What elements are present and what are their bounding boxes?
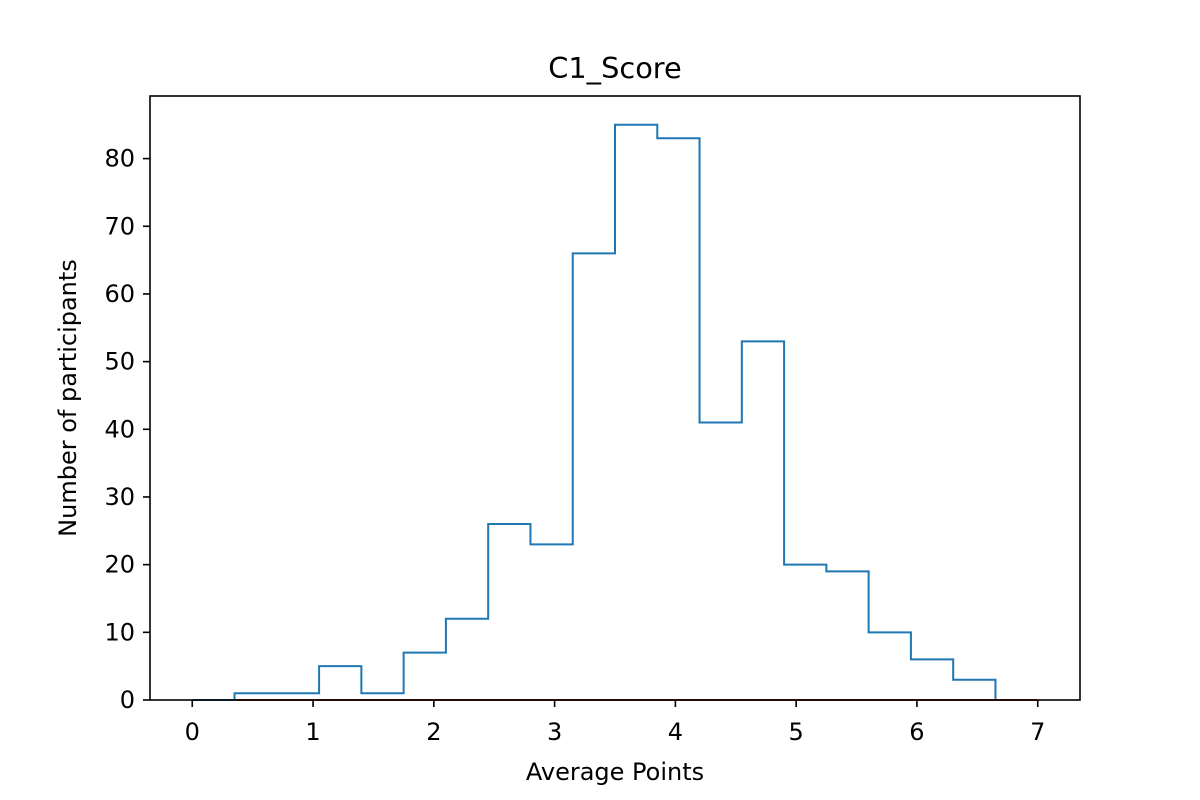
x-tick-label: 3 xyxy=(547,718,562,746)
x-tick-label: 2 xyxy=(426,718,441,746)
x-axis-label: Average Points xyxy=(526,758,704,786)
y-tick-label: 30 xyxy=(104,483,135,511)
x-tick-label: 0 xyxy=(185,718,200,746)
x-tick-label: 1 xyxy=(305,718,320,746)
y-tick-label: 60 xyxy=(104,280,135,308)
x-axis: 0 1 2 3 4 5 6 7 xyxy=(185,700,1045,746)
y-tick-label: 50 xyxy=(104,348,135,376)
y-axis: 0 10 20 30 40 50 60 70 80 xyxy=(104,145,150,714)
x-tick-label: 5 xyxy=(789,718,804,746)
y-tick-label: 40 xyxy=(104,415,135,443)
y-tick-label: 0 xyxy=(120,686,135,714)
y-tick-label: 80 xyxy=(104,145,135,173)
y-tick-label: 10 xyxy=(104,618,135,646)
x-tick-label: 4 xyxy=(668,718,683,746)
y-tick-label: 70 xyxy=(104,212,135,240)
y-axis-label: Number of participants xyxy=(54,259,82,537)
axes-frame xyxy=(149,95,1081,701)
histogram-series-1 xyxy=(192,123,997,701)
x-tick-label: 7 xyxy=(1030,718,1045,746)
y-tick-label: 20 xyxy=(104,551,135,579)
x-tick-label: 6 xyxy=(909,718,924,746)
chart-title: C1_Score xyxy=(548,51,681,85)
